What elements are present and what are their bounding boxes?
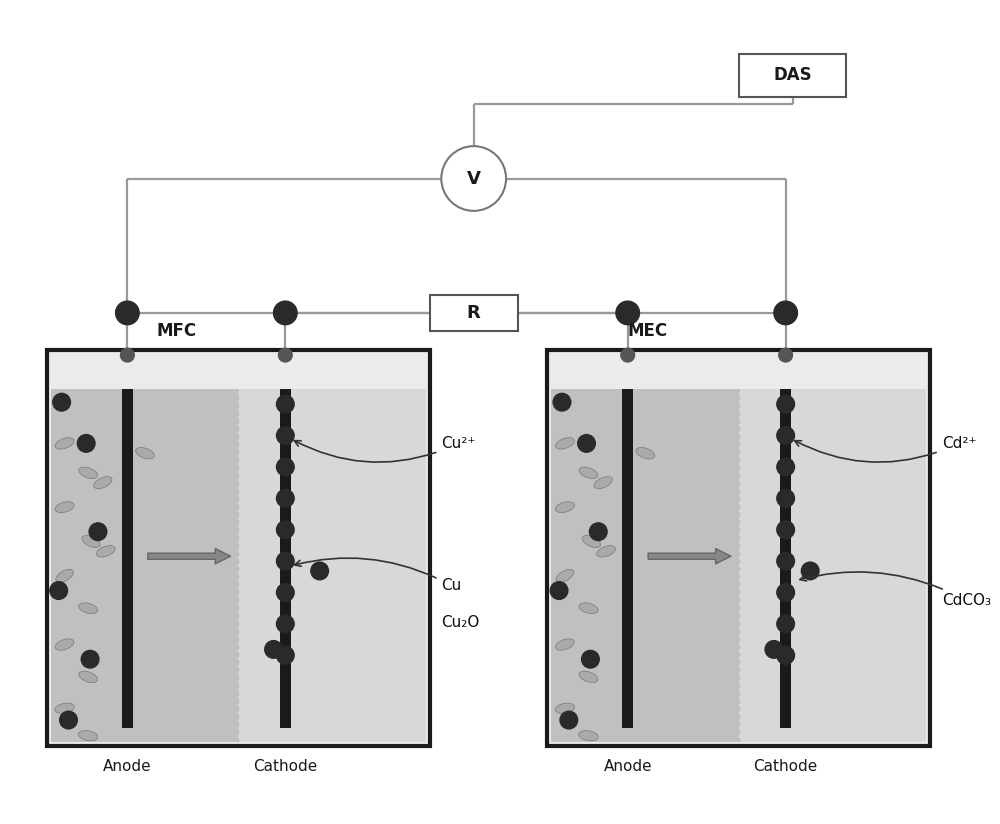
- Ellipse shape: [579, 731, 598, 741]
- Circle shape: [121, 349, 134, 362]
- Circle shape: [278, 349, 292, 362]
- Circle shape: [589, 523, 607, 541]
- Circle shape: [276, 521, 294, 539]
- Circle shape: [276, 458, 294, 475]
- Circle shape: [276, 396, 294, 413]
- Ellipse shape: [597, 545, 615, 557]
- Ellipse shape: [55, 703, 74, 714]
- Circle shape: [50, 582, 68, 599]
- Circle shape: [53, 393, 70, 411]
- Circle shape: [89, 523, 107, 541]
- Circle shape: [276, 647, 294, 664]
- Circle shape: [777, 583, 794, 602]
- Ellipse shape: [78, 731, 98, 741]
- Ellipse shape: [579, 672, 598, 682]
- Circle shape: [276, 489, 294, 507]
- Circle shape: [550, 582, 568, 599]
- Text: Cd²⁺: Cd²⁺: [795, 436, 976, 462]
- Circle shape: [582, 650, 599, 668]
- Circle shape: [765, 640, 783, 658]
- Circle shape: [777, 458, 794, 475]
- Text: R: R: [467, 304, 481, 322]
- Bar: [739, 390, 926, 742]
- Bar: [739, 54, 846, 97]
- Circle shape: [621, 349, 635, 362]
- Text: MEC: MEC: [628, 322, 668, 340]
- Circle shape: [616, 301, 639, 325]
- Ellipse shape: [582, 536, 601, 548]
- Circle shape: [81, 650, 99, 668]
- Circle shape: [77, 434, 95, 452]
- Text: DAS: DAS: [773, 67, 812, 85]
- Ellipse shape: [555, 502, 574, 513]
- Ellipse shape: [56, 569, 73, 583]
- Bar: [122, 390, 133, 728]
- Circle shape: [276, 615, 294, 633]
- Bar: [280, 390, 291, 728]
- Circle shape: [276, 552, 294, 570]
- Circle shape: [777, 552, 794, 570]
- Bar: [47, 350, 430, 746]
- Ellipse shape: [79, 672, 97, 682]
- Ellipse shape: [555, 703, 575, 714]
- Bar: [780, 390, 791, 728]
- Ellipse shape: [579, 467, 598, 479]
- Ellipse shape: [55, 438, 74, 449]
- Ellipse shape: [96, 545, 115, 557]
- Bar: [430, 295, 518, 330]
- Circle shape: [560, 711, 578, 729]
- Text: Cu²⁺: Cu²⁺: [294, 436, 476, 462]
- Text: MFC: MFC: [157, 322, 197, 340]
- Circle shape: [777, 396, 794, 413]
- Circle shape: [276, 583, 294, 602]
- Ellipse shape: [594, 476, 612, 489]
- Ellipse shape: [94, 476, 112, 489]
- Text: Cathode: Cathode: [253, 759, 317, 775]
- Ellipse shape: [79, 467, 97, 479]
- Ellipse shape: [636, 447, 655, 459]
- Ellipse shape: [79, 603, 98, 614]
- Ellipse shape: [556, 639, 574, 650]
- Ellipse shape: [55, 502, 74, 513]
- Circle shape: [578, 434, 595, 452]
- Circle shape: [311, 562, 328, 580]
- Text: CdCO₃: CdCO₃: [800, 572, 991, 608]
- Circle shape: [116, 301, 139, 325]
- Ellipse shape: [136, 447, 154, 459]
- Text: Anode: Anode: [603, 759, 652, 775]
- Bar: [51, 390, 238, 742]
- Circle shape: [274, 301, 297, 325]
- Text: Anode: Anode: [103, 759, 152, 775]
- Circle shape: [777, 647, 794, 664]
- Ellipse shape: [55, 639, 74, 650]
- Bar: [622, 390, 633, 728]
- Ellipse shape: [556, 569, 574, 583]
- Text: Cathode: Cathode: [754, 759, 818, 775]
- Circle shape: [276, 427, 294, 444]
- Circle shape: [60, 711, 77, 729]
- Bar: [238, 390, 426, 742]
- Text: Cu: Cu: [295, 558, 462, 593]
- Circle shape: [801, 562, 819, 580]
- Ellipse shape: [82, 536, 100, 548]
- Circle shape: [777, 427, 794, 444]
- Bar: [547, 350, 930, 746]
- Bar: [551, 390, 739, 742]
- Circle shape: [779, 349, 793, 362]
- Text: V: V: [467, 170, 481, 188]
- Circle shape: [553, 393, 571, 411]
- Circle shape: [777, 521, 794, 539]
- Circle shape: [777, 615, 794, 633]
- Circle shape: [265, 640, 282, 658]
- Ellipse shape: [579, 603, 598, 614]
- Circle shape: [774, 301, 797, 325]
- Circle shape: [777, 489, 794, 507]
- Ellipse shape: [556, 438, 574, 449]
- Text: Cu₂O: Cu₂O: [441, 615, 480, 630]
